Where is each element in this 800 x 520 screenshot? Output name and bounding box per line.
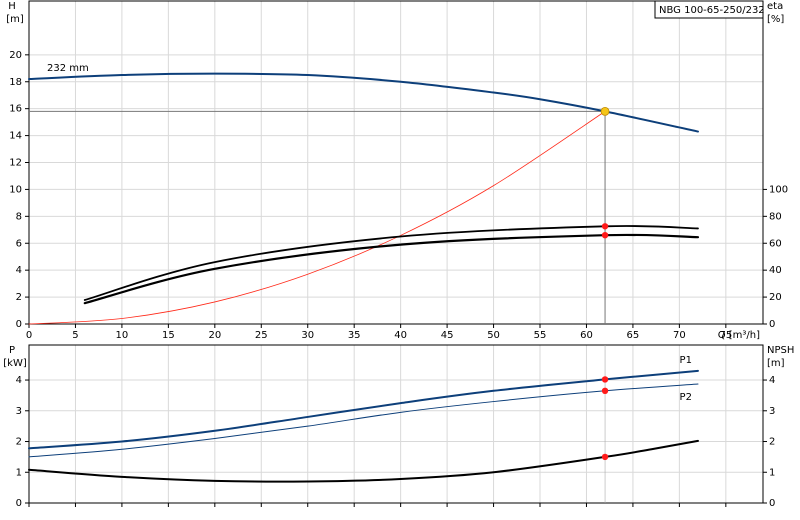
duty-point-marker bbox=[601, 376, 609, 383]
x-tick-label: 50 bbox=[487, 330, 500, 341]
y2-tick-label: 0 bbox=[769, 498, 775, 509]
x-tick-label: 0 bbox=[26, 330, 32, 341]
series-line bbox=[28, 72, 699, 133]
y-tick-label: 8 bbox=[16, 211, 22, 222]
duty-point-marker bbox=[601, 223, 609, 230]
y-tick-label: 3 bbox=[16, 406, 22, 417]
x-tick-label: 65 bbox=[627, 330, 640, 341]
y2-tick-label: 4 bbox=[769, 375, 775, 386]
y-axis-label: P bbox=[9, 345, 15, 356]
y-tick-label: 4 bbox=[16, 375, 22, 386]
y-tick-label: 16 bbox=[9, 104, 22, 115]
y-tick-label: 12 bbox=[9, 158, 22, 169]
y2-tick-label: 2 bbox=[769, 437, 775, 448]
duty-point-marker bbox=[601, 387, 609, 395]
y-tick-label: 2 bbox=[16, 292, 22, 303]
x-tick-label: 75 bbox=[719, 330, 732, 341]
series-label: 232 mm bbox=[47, 63, 89, 74]
y2-tick-label: 20 bbox=[769, 292, 782, 303]
y2-tick-label: 40 bbox=[769, 265, 782, 276]
y2-tick-label: 100 bbox=[769, 184, 788, 195]
y2-axis-label: NPSH bbox=[767, 345, 794, 356]
y-tick-label: 1 bbox=[16, 467, 22, 478]
series-line bbox=[83, 225, 699, 301]
x-tick-label: 40 bbox=[394, 330, 407, 341]
x-tick-label: 70 bbox=[673, 330, 686, 341]
y-tick-label: 6 bbox=[16, 238, 22, 249]
y2-axis-unit: [m] bbox=[767, 358, 785, 369]
series-line bbox=[28, 383, 699, 458]
series-line bbox=[28, 439, 699, 483]
y-tick-label: 18 bbox=[9, 77, 22, 88]
operating-point bbox=[600, 106, 610, 116]
y-tick-label: 0 bbox=[16, 319, 22, 330]
x-tick-label: 20 bbox=[208, 330, 221, 341]
y-axis-unit: [kW] bbox=[3, 358, 27, 369]
series-line bbox=[28, 110, 606, 325]
x-tick-label: 15 bbox=[162, 330, 175, 341]
y-tick-label: 14 bbox=[9, 131, 22, 142]
series-label: P1 bbox=[680, 355, 692, 366]
x-tick-label: 10 bbox=[116, 330, 129, 341]
duty-point-marker bbox=[601, 231, 609, 239]
y2-axis-label: eta bbox=[767, 1, 783, 12]
y2-tick-label: 60 bbox=[769, 238, 782, 249]
y2-tick-label: 80 bbox=[769, 211, 782, 222]
x-tick-label: 25 bbox=[255, 330, 268, 341]
series-line bbox=[83, 233, 700, 305]
chart-title: NBG 100-65-250/232 bbox=[659, 5, 765, 16]
y-axis-unit: [m] bbox=[6, 14, 24, 25]
y-tick-label: 2 bbox=[16, 437, 22, 448]
title-box bbox=[654, 0, 764, 19]
x-tick-label: 55 bbox=[534, 330, 547, 341]
x-tick-label: 5 bbox=[72, 330, 78, 341]
plot-frame bbox=[28, 344, 764, 504]
y2-tick-label: 0 bbox=[769, 319, 775, 330]
x-tick-label: 60 bbox=[580, 330, 593, 341]
y-tick-label: 20 bbox=[9, 50, 22, 61]
y-axis-label: H bbox=[8, 1, 16, 12]
y2-tick-label: 1 bbox=[769, 467, 775, 478]
series-label: P2 bbox=[680, 392, 692, 403]
x-tick-label: 35 bbox=[348, 330, 361, 341]
x-axis-label: Q [m³/h] bbox=[718, 330, 760, 341]
x-tick-label: 30 bbox=[301, 330, 314, 341]
duty-point-marker bbox=[601, 453, 609, 461]
y2-axis-unit: [%] bbox=[767, 14, 784, 25]
x-tick-label: 45 bbox=[441, 330, 454, 341]
y2-tick-label: 3 bbox=[769, 406, 775, 417]
y-tick-label: 10 bbox=[9, 184, 22, 195]
series-line bbox=[28, 369, 699, 450]
y-tick-label: 0 bbox=[16, 498, 22, 509]
y-tick-label: 4 bbox=[16, 265, 22, 276]
